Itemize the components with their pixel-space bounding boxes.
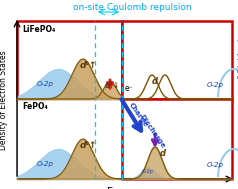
Text: Discharge: Discharge bbox=[138, 114, 166, 150]
Text: O-2p: O-2p bbox=[36, 161, 54, 167]
Text: Charge: Charge bbox=[128, 102, 149, 129]
Text: FePO₄: FePO₄ bbox=[22, 102, 48, 111]
Text: Energy: Energy bbox=[107, 187, 142, 189]
FancyBboxPatch shape bbox=[17, 99, 122, 179]
Text: E_F (arbitrary): E_F (arbitrary) bbox=[237, 38, 238, 78]
Text: O-2p: O-2p bbox=[207, 162, 223, 168]
Text: e⁻: e⁻ bbox=[125, 84, 134, 93]
FancyBboxPatch shape bbox=[122, 21, 232, 99]
Text: on-site Coulomb repulsion: on-site Coulomb repulsion bbox=[73, 4, 192, 12]
Text: O-2p: O-2p bbox=[142, 169, 154, 174]
Text: dˢ↑: dˢ↑ bbox=[79, 140, 97, 149]
FancyBboxPatch shape bbox=[17, 21, 122, 99]
Text: d: d bbox=[160, 149, 166, 157]
Text: LiFePO₄: LiFePO₄ bbox=[22, 25, 55, 34]
Text: O-2p: O-2p bbox=[207, 82, 223, 88]
Text: Density of Electron States: Density of Electron States bbox=[0, 50, 9, 150]
Text: d¹↓: d¹↓ bbox=[104, 81, 120, 91]
FancyBboxPatch shape bbox=[122, 99, 232, 179]
Text: d: d bbox=[152, 77, 158, 85]
Text: dˢ↑: dˢ↑ bbox=[79, 60, 97, 70]
Text: O-2p: O-2p bbox=[36, 81, 54, 87]
